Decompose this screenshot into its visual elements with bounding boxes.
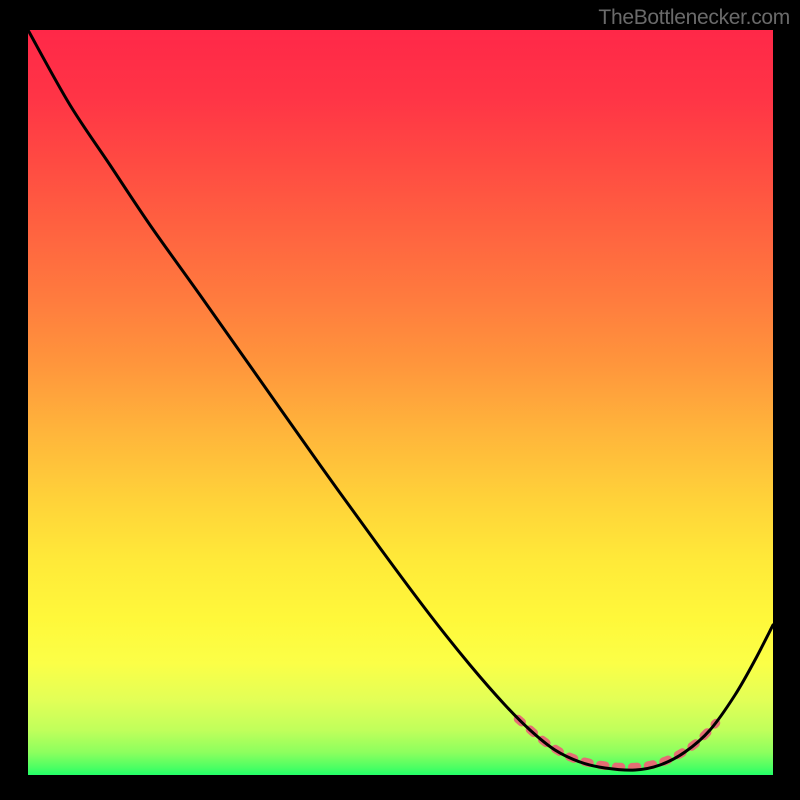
chart-lines xyxy=(0,0,800,800)
chart-container: TheBottlenecker.com xyxy=(0,0,800,800)
bottleneck-curve xyxy=(28,30,773,770)
watermark-text: TheBottlenecker.com xyxy=(598,6,790,30)
